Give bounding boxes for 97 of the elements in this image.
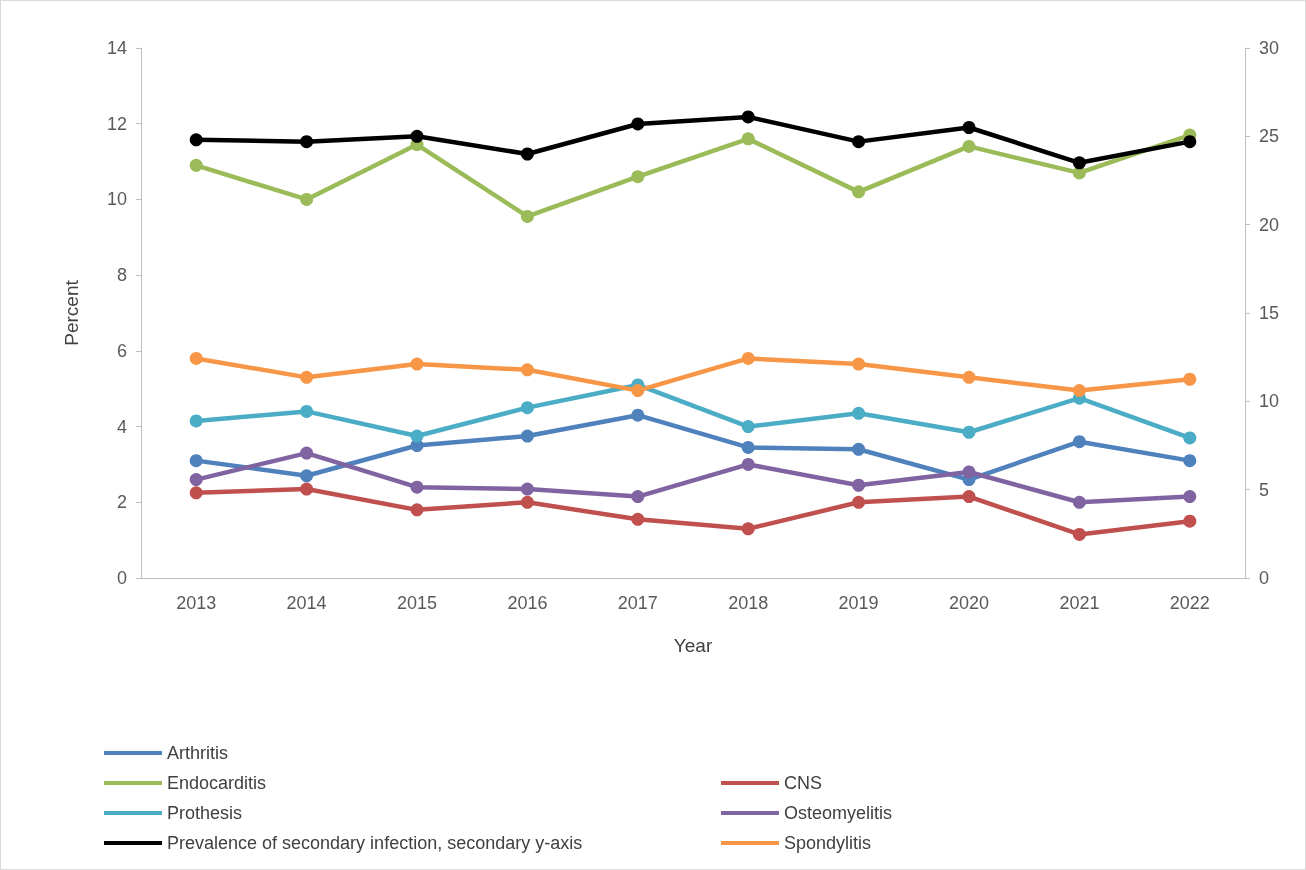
point xyxy=(741,522,755,536)
point xyxy=(410,129,424,143)
x-tick-label: 2018 xyxy=(728,593,769,613)
point xyxy=(631,384,645,398)
y2-tick-label: 25 xyxy=(1259,126,1280,147)
y-tick-label: 12 xyxy=(106,113,127,134)
point xyxy=(741,457,755,471)
x-tick-label: 2021 xyxy=(1059,593,1100,613)
y-tick-label: 8 xyxy=(116,265,127,286)
y-tick-label: 0 xyxy=(116,568,127,588)
point xyxy=(189,133,203,147)
legend-label: Prevalence of secondary infection, secondary y-axis xyxy=(167,833,583,853)
legend-label: Arthritis xyxy=(167,743,229,763)
x-tick-label: 2015 xyxy=(396,593,438,613)
point xyxy=(410,357,424,371)
point xyxy=(520,147,534,161)
point xyxy=(631,490,645,504)
point xyxy=(1183,454,1197,468)
x-tick-label: 2013 xyxy=(176,593,217,613)
point xyxy=(300,469,314,483)
point xyxy=(741,351,755,365)
point xyxy=(631,512,645,526)
y2-tick-label: 5 xyxy=(1259,479,1270,500)
point xyxy=(741,440,755,454)
point xyxy=(1183,372,1197,386)
point xyxy=(1072,384,1086,398)
point xyxy=(1072,156,1086,170)
point xyxy=(300,192,314,206)
x-axis-title: Year xyxy=(673,635,713,656)
point xyxy=(962,370,976,384)
point xyxy=(300,482,314,496)
point xyxy=(410,429,424,443)
point xyxy=(300,135,314,149)
point xyxy=(1183,431,1197,445)
point xyxy=(741,110,755,124)
point xyxy=(1183,135,1197,149)
point xyxy=(962,121,976,134)
y2-tick-label: 20 xyxy=(1259,214,1280,235)
x-tick-label: 2014 xyxy=(286,593,327,613)
y-tick-label: 2 xyxy=(116,492,127,513)
point xyxy=(189,351,203,365)
x-tick-label: 2017 xyxy=(617,593,658,613)
y-tick-label: 4 xyxy=(116,416,127,437)
y2-tick-label: 15 xyxy=(1259,303,1280,323)
point xyxy=(962,465,976,479)
legend-label: Endocarditis xyxy=(167,773,267,793)
point xyxy=(1072,527,1086,541)
point xyxy=(1183,514,1197,528)
point xyxy=(300,446,314,460)
y-tick-label: 14 xyxy=(106,38,127,58)
legend-label: Osteomyelitis xyxy=(784,803,893,823)
y2-tick-label: 0 xyxy=(1259,568,1270,588)
y2-tick-label: 30 xyxy=(1259,38,1280,58)
point xyxy=(852,135,866,149)
point xyxy=(741,420,755,434)
point xyxy=(852,495,866,509)
point xyxy=(631,408,645,422)
point xyxy=(189,454,203,468)
point xyxy=(852,442,866,456)
point xyxy=(520,363,534,377)
point xyxy=(189,158,203,172)
x-tick-label: 2020 xyxy=(948,593,990,613)
point xyxy=(852,185,866,199)
point xyxy=(300,404,314,418)
point xyxy=(520,401,534,415)
x-tick-label: 2016 xyxy=(507,593,548,613)
y-axis-title: Percent xyxy=(61,279,82,346)
point xyxy=(852,406,866,420)
point xyxy=(962,139,976,153)
point xyxy=(520,429,534,443)
legend-label: CNS xyxy=(784,773,823,793)
y-tick-label: 6 xyxy=(116,340,127,361)
y-tick-label: 10 xyxy=(106,189,127,210)
point xyxy=(189,414,203,428)
y2-tick-label: 10 xyxy=(1259,391,1280,412)
point xyxy=(631,170,645,184)
point xyxy=(520,482,534,496)
point xyxy=(1072,495,1086,509)
point xyxy=(852,357,866,371)
legend-label: Spondylitis xyxy=(784,833,872,853)
point xyxy=(410,480,424,494)
point xyxy=(189,486,203,500)
point xyxy=(1072,435,1086,449)
point xyxy=(631,117,645,131)
x-tick-label: 2019 xyxy=(838,593,879,613)
x-tick-label: 2022 xyxy=(1169,593,1210,613)
point xyxy=(852,478,866,492)
point xyxy=(189,473,203,487)
point xyxy=(741,132,755,146)
point xyxy=(520,209,534,223)
point xyxy=(520,495,534,509)
point xyxy=(1183,490,1197,504)
legend-label: Prothesis xyxy=(167,803,243,823)
point xyxy=(962,425,976,439)
point xyxy=(410,503,424,517)
point xyxy=(300,370,314,384)
point xyxy=(962,490,976,504)
